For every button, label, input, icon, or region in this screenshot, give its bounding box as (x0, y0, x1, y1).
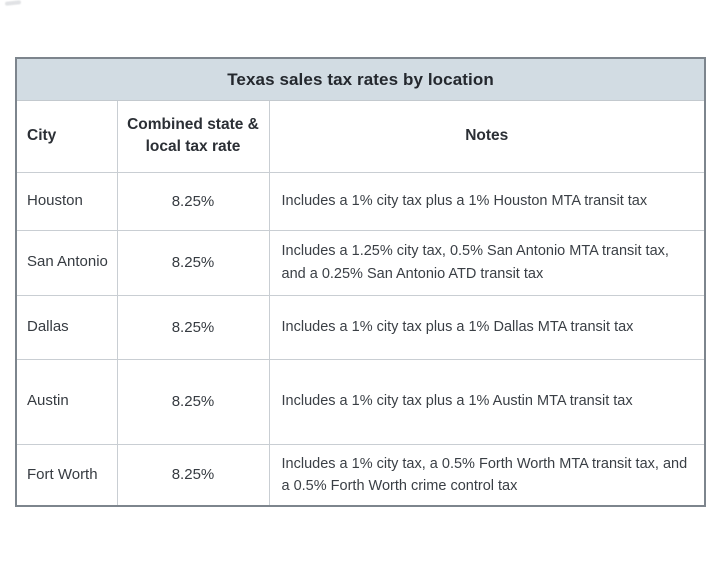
column-header-rate: Combined state & local tax rate (116, 100, 270, 173)
rate-cell: 8.25% (116, 171, 270, 231)
rate-cell: 8.25% (116, 229, 270, 296)
header-row: City Combined state & local tax rate Not… (16, 100, 705, 173)
notes-cell: Includes a 1.25% city tax, 0.5% San Anto… (268, 229, 705, 296)
notes-cell: Includes a 1% city tax plus a 1% Houston… (268, 171, 705, 231)
rate-cell: 8.25% (116, 358, 270, 445)
tax-rates-table: City Combined state & local tax rate Not… (16, 100, 705, 506)
column-header-city: City (16, 100, 118, 173)
table-title: Texas sales tax rates by location (17, 59, 704, 101)
table-row: Fort Worth 8.25% Includes a 1% city tax,… (16, 443, 705, 506)
rate-cell: 8.25% (116, 294, 270, 360)
column-header-notes: Notes (268, 100, 705, 173)
tax-table-container: Texas sales tax rates by location City C… (15, 57, 706, 508)
table-row: Dallas 8.25% Includes a 1% city tax plus… (16, 294, 705, 360)
city-cell: San Antonio (16, 229, 118, 296)
city-cell: Fort Worth (16, 443, 118, 506)
table-row: Houston 8.25% Includes a 1% city tax plu… (16, 171, 705, 231)
notes-cell: Includes a 1% city tax plus a 1% Austin … (268, 358, 705, 445)
city-cell: Houston (16, 171, 118, 231)
city-cell: Dallas (16, 294, 118, 360)
notes-cell: Includes a 1% city tax plus a 1% Dallas … (268, 294, 705, 360)
table-row: San Antonio 8.25% Includes a 1.25% city … (16, 229, 705, 296)
notes-cell: Includes a 1% city tax, a 0.5% Forth Wor… (268, 443, 705, 506)
city-cell: Austin (16, 358, 118, 445)
table-row: Austin 8.25% Includes a 1% city tax plus… (16, 358, 705, 445)
scan-artifact-mark (4, 0, 22, 6)
rate-cell: 8.25% (116, 443, 270, 506)
